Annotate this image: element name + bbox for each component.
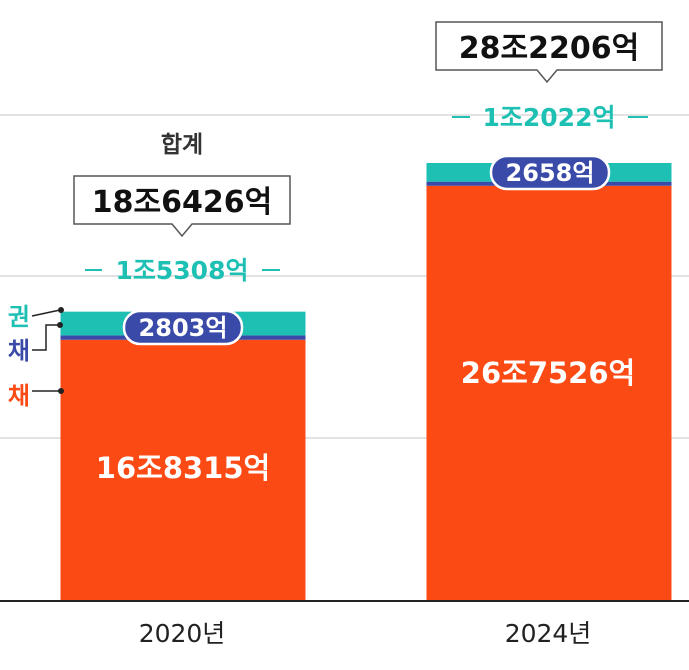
legend-label-navy: 채 [8, 337, 30, 365]
value-label-teal-2020: 1조5308억 [116, 256, 249, 285]
bar-segment-0-0 [60, 339, 306, 601]
legend-dot [57, 322, 63, 328]
legend-dot [58, 388, 64, 394]
total-box-2020 [73, 175, 291, 238]
x-tick-label-2024: 2024년 [505, 619, 592, 648]
x-tick-label-2020: 2020년 [139, 619, 226, 648]
value-label-orange-2020: 16조8315억 [96, 451, 270, 485]
legend-label-orange: 채 [8, 382, 30, 410]
bar-segment-0-1 [426, 185, 672, 601]
legend-dot [58, 307, 64, 313]
value-label-orange-2024: 26조7526억 [461, 356, 635, 390]
value-label-teal-2024: 1조2022억 [483, 103, 616, 132]
value-label-navy-2024: 2658억 [506, 159, 595, 187]
total-box-2024 [435, 21, 663, 84]
legend-leader [32, 324, 58, 351]
value-label-navy-2020: 2803억 [139, 314, 228, 342]
total-caption: 합계 [161, 132, 203, 158]
value-pill-navy-2024 [489, 154, 611, 191]
total-label-2024: 28조2206억 [459, 31, 639, 66]
legend-leader [31, 309, 61, 317]
legend-label-teal: 권 [8, 303, 30, 331]
total-label-2020: 18조6426억 [92, 185, 272, 220]
value-pill-navy-2020 [122, 309, 244, 346]
